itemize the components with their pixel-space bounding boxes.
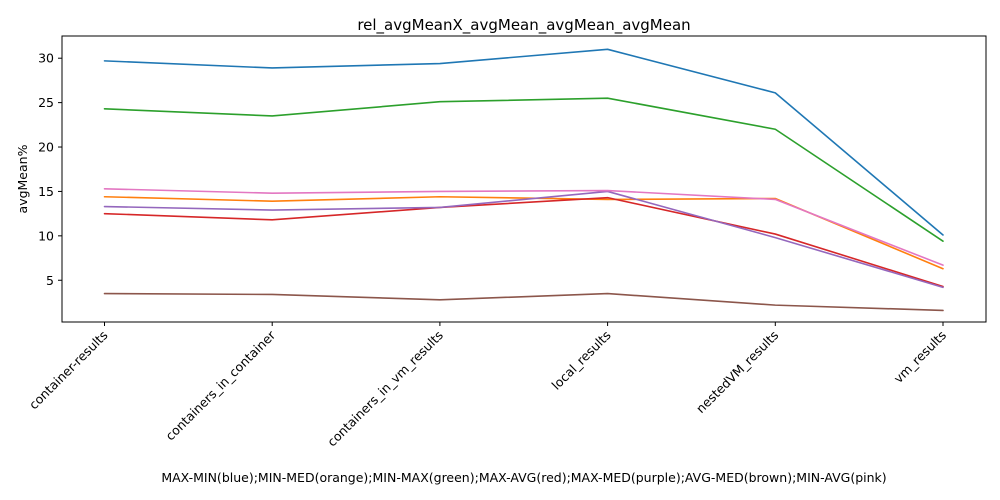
y-axis-label: avgMean% [15,144,30,213]
series-line-1 [103,195,944,270]
y-tick-label: 20 [38,140,54,155]
series-layer [103,48,944,312]
series-line-3 [103,196,944,288]
plot-frame [61,35,987,323]
y-tick-label: 15 [38,184,54,199]
x-tick-label: containers_in_vm_results [324,328,446,450]
series-line-2 [103,97,944,242]
series-line-5 [103,292,944,312]
x-tick-label: local_results [548,328,613,393]
x-axis: container-results containers_in_container… [26,322,949,449]
series-line-4 [103,190,944,289]
y-tick-label: 5 [46,273,54,288]
x-axis-label: MAX-MIN(blue);MIN-MED(orange);MIN-MAX(gr… [161,470,886,485]
chart-title: rel_avgMeanX_avgMean_avgMean_avgMean [357,16,690,35]
y-tick-label: 30 [38,51,54,66]
x-tick-label: nestedVM_results [693,328,781,416]
y-tick-label: 10 [38,228,54,243]
x-tick-label: containers_in_container [162,327,278,443]
x-tick-label: vm_results [891,328,949,386]
y-axis: 5 10 15 20 25 30 [38,51,62,288]
x-tick-label: container-results [26,328,111,413]
series-line-6 [103,187,944,266]
series-line-0 [103,48,944,236]
y-tick-label: 25 [38,95,54,110]
